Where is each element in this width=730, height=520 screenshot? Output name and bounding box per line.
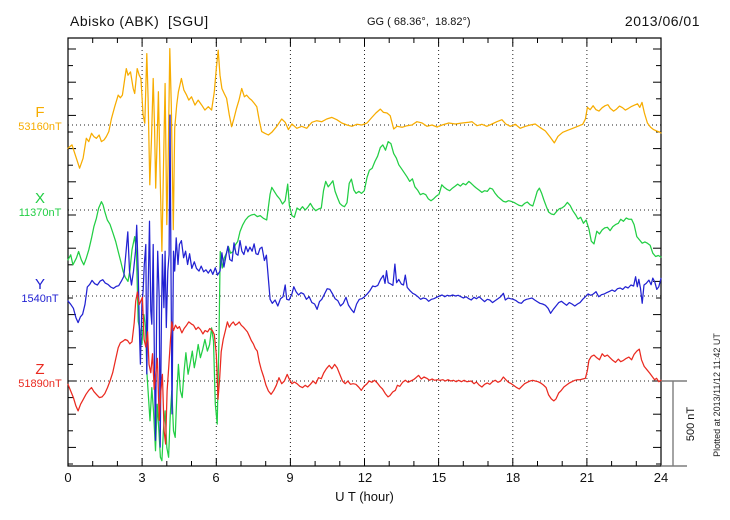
plot-date: 2013/06/01 xyxy=(624,13,700,29)
x-tick-3: 3 xyxy=(138,470,146,485)
x-tick-0: 0 xyxy=(64,470,72,485)
x-tick-18: 18 xyxy=(505,470,521,485)
trace-X-letter: X xyxy=(34,190,45,207)
x-tick-24: 24 xyxy=(653,470,669,485)
scale-bar-label: 500 nT xyxy=(685,406,697,442)
trace-label-Y: Y 1540nT xyxy=(9,276,71,306)
x-axis-title: U T (hour) xyxy=(335,489,394,504)
x-tick-6: 6 xyxy=(212,470,220,485)
trace-Z-letter: Z xyxy=(35,361,45,378)
trace-Y-baseline-value: 1540nT xyxy=(21,293,59,305)
trace-Y-letter: Y xyxy=(34,276,45,293)
x-tick-21: 21 xyxy=(579,470,595,485)
trace-X xyxy=(67,140,662,462)
station-title: Abisko (ABK) [SGU] xyxy=(70,13,209,29)
trace-Y xyxy=(67,114,662,448)
trace-F xyxy=(67,47,662,252)
trace-label-F: F 53160nT xyxy=(9,104,71,134)
x-tick-9: 9 xyxy=(286,470,294,485)
plotted-at-note: Plotted at 2013/11/12 11:42 UT xyxy=(712,333,722,457)
trace-X-baseline-value: 11370nT xyxy=(18,207,62,219)
trace-label-Z: Z 51890nT xyxy=(9,361,71,391)
trace-F-letter: F xyxy=(35,104,45,121)
trace-F-baseline-value: 53160nT xyxy=(18,121,62,133)
x-tick-12: 12 xyxy=(357,470,373,485)
x-tick-15: 15 xyxy=(431,470,447,485)
trace-Z-baseline-value: 51890nT xyxy=(18,378,62,390)
trace-label-X: X 11370nT xyxy=(9,190,71,220)
observatory-coordinates: GG ( 68.36°, 18.82°) xyxy=(367,16,471,28)
trace-Z xyxy=(67,291,662,445)
